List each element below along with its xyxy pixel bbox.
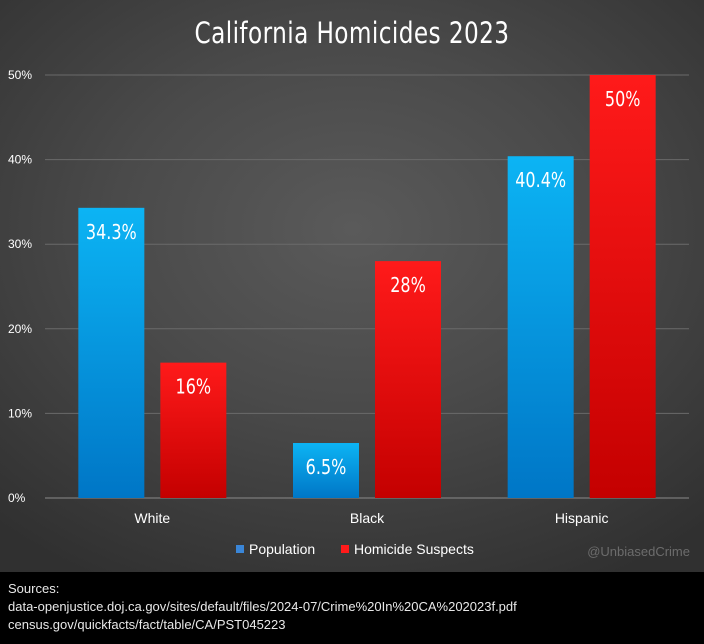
bar-chart: 0% 10% 20% 30% 40% 50% White 34.3% 16% Black 6.5%…	[8, 68, 689, 557]
legend-swatch	[341, 545, 349, 553]
y-tick-label: 50%	[8, 68, 32, 82]
x-tick-label: White	[134, 510, 170, 526]
y-tick-label: 30%	[8, 237, 32, 251]
sources-heading: Sources:	[8, 581, 60, 596]
bar	[507, 156, 574, 498]
chart-frame: California Homicides 2023 0% 10% 20% 30% 40%…	[0, 0, 704, 572]
sources-block: Sources: data-openjustice.doj.ca.gov/sit…	[8, 580, 517, 634]
source-line: census.gov/quickfacts/fact/table/CA/PST0…	[8, 617, 286, 632]
data-label: 34.3%	[86, 221, 137, 244]
bar	[78, 207, 145, 498]
data-label: 28%	[390, 274, 426, 297]
source-line: data-openjustice.doj.ca.gov/sites/defaul…	[8, 599, 517, 614]
data-label: 6.5%	[306, 456, 347, 479]
bar	[293, 443, 359, 498]
data-label: 40.4%	[515, 170, 566, 193]
data-label: 50%	[605, 88, 641, 111]
legend-label: Homicide Suspects	[354, 541, 474, 557]
legend-swatch	[236, 545, 244, 553]
y-tick-label: 10%	[8, 406, 32, 420]
legend-label: Population	[249, 541, 315, 557]
x-tick-label: Hispanic	[555, 510, 609, 526]
x-tick-label: Black	[350, 510, 385, 526]
watermark: @UnbiasedCrime	[587, 544, 690, 559]
chart-title: California Homicides 2023	[194, 16, 510, 50]
y-tick-label: 20%	[8, 322, 32, 336]
bar	[160, 362, 227, 498]
data-label: 16%	[176, 376, 212, 399]
y-tick-label: 40%	[8, 153, 32, 167]
bar	[375, 261, 441, 498]
y-tick-label: 0%	[8, 491, 26, 505]
bar	[589, 75, 656, 498]
